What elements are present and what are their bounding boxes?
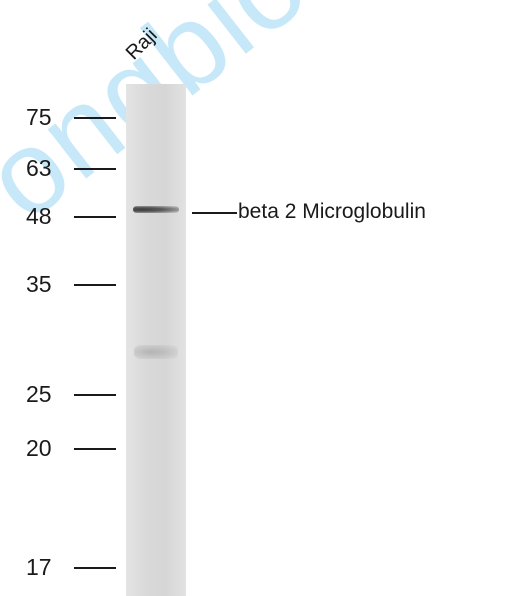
marker-tick: [74, 394, 116, 396]
marker-label: 63: [26, 155, 52, 181]
marker-35: 35: [26, 271, 126, 297]
marker-tick: [74, 448, 116, 450]
annotation-line: [192, 212, 237, 214]
marker-label: 75: [26, 104, 52, 130]
marker-tick: [74, 284, 116, 286]
marker-label: 20: [26, 435, 52, 461]
marker-63: 63: [26, 155, 126, 181]
marker-48: 48: [26, 203, 126, 229]
marker-tick: [74, 567, 116, 569]
lane-label: Raji: [121, 24, 162, 65]
marker-20: 20: [26, 435, 126, 461]
marker-tick: [74, 117, 116, 119]
blot-lane: [126, 84, 186, 596]
marker-label: 35: [26, 271, 52, 297]
marker-17: 17: [26, 554, 126, 580]
faint-band: [134, 345, 178, 359]
marker-75: 75: [26, 104, 126, 130]
marker-label: 25: [26, 381, 52, 407]
marker-label: 17: [26, 554, 52, 580]
marker-tick: [74, 168, 116, 170]
marker-tick: [74, 216, 116, 218]
protein-band: [133, 206, 179, 213]
marker-25: 25: [26, 381, 126, 407]
annotation-text: beta 2 Microglobulin: [238, 200, 426, 223]
marker-label: 48: [26, 203, 52, 229]
